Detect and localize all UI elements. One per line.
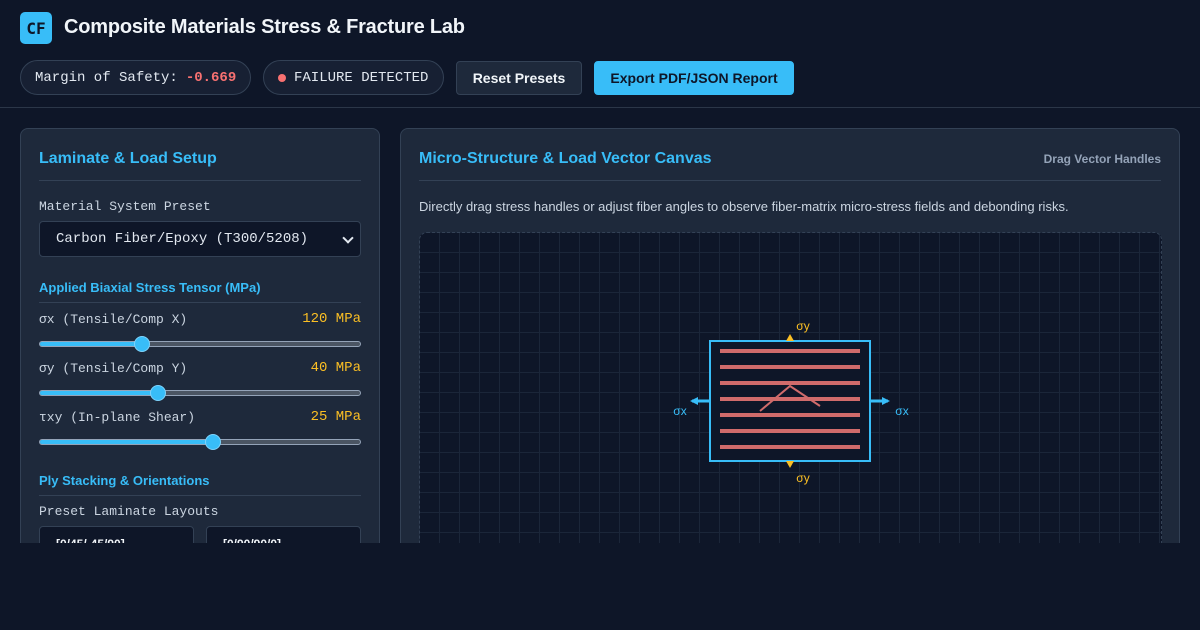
sigma-y-value: 40 MPa	[310, 360, 361, 376]
slider-fill	[40, 440, 213, 444]
failure-status-text: FAILURE DETECTED	[294, 69, 429, 86]
ply-stacking-title: Ply Stacking & Orientations	[39, 473, 210, 488]
divider	[419, 180, 1161, 181]
canvas-description: Directly drag stress handles or adjust f…	[419, 199, 1069, 214]
sigma-x-value: 120 MPa	[302, 311, 361, 327]
microstructure-canvas-panel: Micro-Structure & Load Vector Canvas Dra…	[400, 128, 1180, 568]
margin-of-safety-value: -0.669	[185, 69, 237, 86]
sigma-y-top-label: σy	[796, 319, 809, 333]
divider	[39, 302, 361, 303]
sigma-y-top-handle[interactable]	[786, 334, 794, 341]
tau-xy-label: τxy (In-plane Shear)	[39, 410, 196, 425]
slider-track	[39, 390, 361, 396]
tau-xy-value: 25 MPa	[310, 409, 361, 425]
chevron-down-icon	[342, 232, 354, 244]
material-preset-label: Material System Preset	[39, 199, 211, 214]
drag-hint: Drag Vector Handles	[1043, 152, 1161, 166]
canvas-panel-title: Micro-Structure & Load Vector Canvas	[419, 150, 712, 167]
slider-thumb[interactable]	[134, 336, 151, 352]
setup-panel-title: Laminate & Load Setup	[39, 150, 217, 167]
preset-layouts-label: Preset Laminate Layouts	[39, 504, 219, 519]
top-bar: CF Composite Materials Stress & Fracture…	[0, 0, 1200, 108]
failure-status-badge: FAILURE DETECTED	[263, 60, 444, 95]
slider-thumb[interactable]	[204, 434, 221, 450]
sigma-y-bottom-handle[interactable]	[786, 461, 794, 468]
sigma-y-label: σy (Tensile/Comp Y)	[39, 361, 188, 376]
sigma-x-left-label: σx	[673, 404, 686, 418]
tau-xy-slider[interactable]	[39, 434, 361, 450]
sigma-x-right-label: σx	[895, 404, 908, 418]
divider	[39, 180, 361, 181]
slider-thumb[interactable]	[150, 385, 167, 401]
material-preset-select[interactable]: Carbon Fiber/Epoxy (T300/5208)	[39, 221, 361, 257]
rve-diagram: σy σy σx σx	[673, 319, 908, 485]
status-dot-icon	[278, 73, 286, 82]
sigma-y-slider[interactable]	[39, 385, 361, 401]
load-vector-canvas[interactable]: σy σy σx σx	[419, 232, 1162, 567]
reset-presets-button[interactable]: Reset Presets	[456, 61, 582, 95]
slider-track	[39, 439, 361, 445]
sigma-x-label: σx (Tensile/Comp X)	[39, 312, 188, 327]
laminate-setup-panel: Laminate & Load Setup Material System Pr…	[20, 128, 380, 568]
slider-fill	[40, 391, 159, 395]
margin-of-safety-badge: Margin of Safety: -0.669	[20, 60, 251, 95]
app-title: Composite Materials Stress & Fracture La…	[64, 16, 465, 38]
slider-fill	[40, 342, 143, 346]
sigma-x-left-handle[interactable]	[690, 397, 710, 405]
sigma-y-bottom-label: σy	[796, 471, 809, 485]
crack-path	[759, 384, 821, 412]
sigma-x-right-handle[interactable]	[870, 397, 890, 405]
stress-tensor-title: Applied Biaxial Stress Tensor (MPa)	[39, 280, 261, 295]
slider-track	[39, 341, 361, 347]
sigma-x-slider[interactable]	[39, 336, 361, 352]
fiber-layers	[720, 349, 860, 449]
app-logo: CF	[20, 12, 52, 44]
viewport-cutoff	[0, 543, 1200, 630]
divider	[39, 495, 361, 496]
export-report-button[interactable]: Export PDF/JSON Report	[594, 61, 794, 95]
margin-of-safety-label: Margin of Safety:	[35, 69, 178, 86]
material-preset-value: Carbon Fiber/Epoxy (T300/5208)	[56, 231, 309, 247]
